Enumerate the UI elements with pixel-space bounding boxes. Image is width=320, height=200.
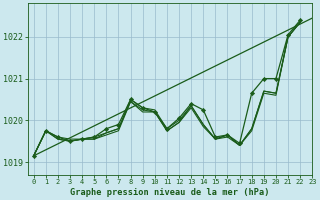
X-axis label: Graphe pression niveau de la mer (hPa): Graphe pression niveau de la mer (hPa) bbox=[70, 188, 270, 197]
